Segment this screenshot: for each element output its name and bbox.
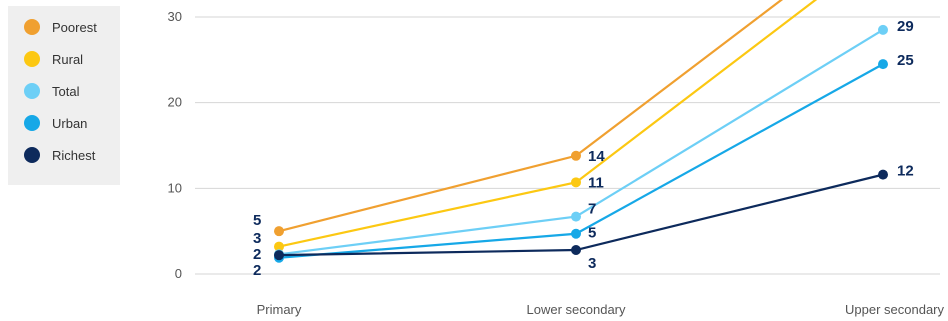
data-point-richest-2 xyxy=(878,169,888,180)
series-line-rural xyxy=(278,0,818,248)
x-tick-label-1: Lower secondary xyxy=(527,302,626,317)
data-label-total-2: 29 xyxy=(897,18,914,35)
legend-item-richest: Richest xyxy=(24,146,95,164)
data-label-richest-1: 3 xyxy=(588,255,596,272)
data-label-richest-2: 12 xyxy=(897,163,914,180)
legend-label-rural: Rural xyxy=(52,51,84,67)
y-tick-label-30: 30 xyxy=(168,9,182,24)
data-point-richest-0 xyxy=(274,250,284,261)
y-tick-label-0: 0 xyxy=(175,266,182,281)
data-point-total-2 xyxy=(878,24,888,35)
data-label-rural-1: 11 xyxy=(588,174,604,191)
data-point-rural-0 xyxy=(274,241,284,252)
legend-label-total: Total xyxy=(52,83,80,99)
data-point-richest-1 xyxy=(571,245,581,256)
legend-swatch-poorest xyxy=(24,19,40,35)
data-label-poorest-0: 5 xyxy=(253,212,261,229)
legend-label-poorest: Poorest xyxy=(52,19,97,35)
data-point-urban-1 xyxy=(571,228,581,239)
data-label-urban-2: 25 xyxy=(897,52,914,69)
data-point-total-1 xyxy=(571,211,581,222)
data-label-total-1: 7 xyxy=(588,201,596,218)
data-point-poorest-0 xyxy=(274,226,284,237)
y-tick-label-20: 20 xyxy=(168,95,182,110)
series-line-total xyxy=(278,28,884,256)
data-label-rural-0: 3 xyxy=(253,230,261,247)
data-label-urban-1: 5 xyxy=(588,225,596,242)
data-label-total-0: 2 xyxy=(253,246,261,263)
chart-legend: Poorest Rural Total Urban Richest xyxy=(8,6,120,185)
legend-label-urban: Urban xyxy=(52,115,88,131)
series-line-urban xyxy=(278,63,884,259)
legend-swatch-richest xyxy=(24,147,40,163)
data-label-urban-0: 2 xyxy=(253,262,261,279)
legend-swatch-total xyxy=(24,83,40,99)
legend-item-urban: Urban xyxy=(24,114,87,132)
legend-swatch-rural xyxy=(24,51,40,67)
x-tick-label-2: Upper secondary xyxy=(845,302,944,317)
data-point-rural-1 xyxy=(571,177,581,188)
data-label-poorest-1: 14 xyxy=(588,148,605,165)
y-tick-label-10: 10 xyxy=(168,180,182,195)
legend-swatch-urban xyxy=(24,115,40,131)
legend-item-poorest: Poorest xyxy=(24,18,97,36)
legend-label-richest: Richest xyxy=(52,147,96,163)
legend-item-total: Total xyxy=(24,82,79,100)
data-point-urban-2 xyxy=(878,59,888,70)
legend-item-rural: Rural xyxy=(24,50,83,68)
data-point-poorest-1 xyxy=(571,150,581,161)
x-tick-label-0: Primary xyxy=(257,302,302,317)
